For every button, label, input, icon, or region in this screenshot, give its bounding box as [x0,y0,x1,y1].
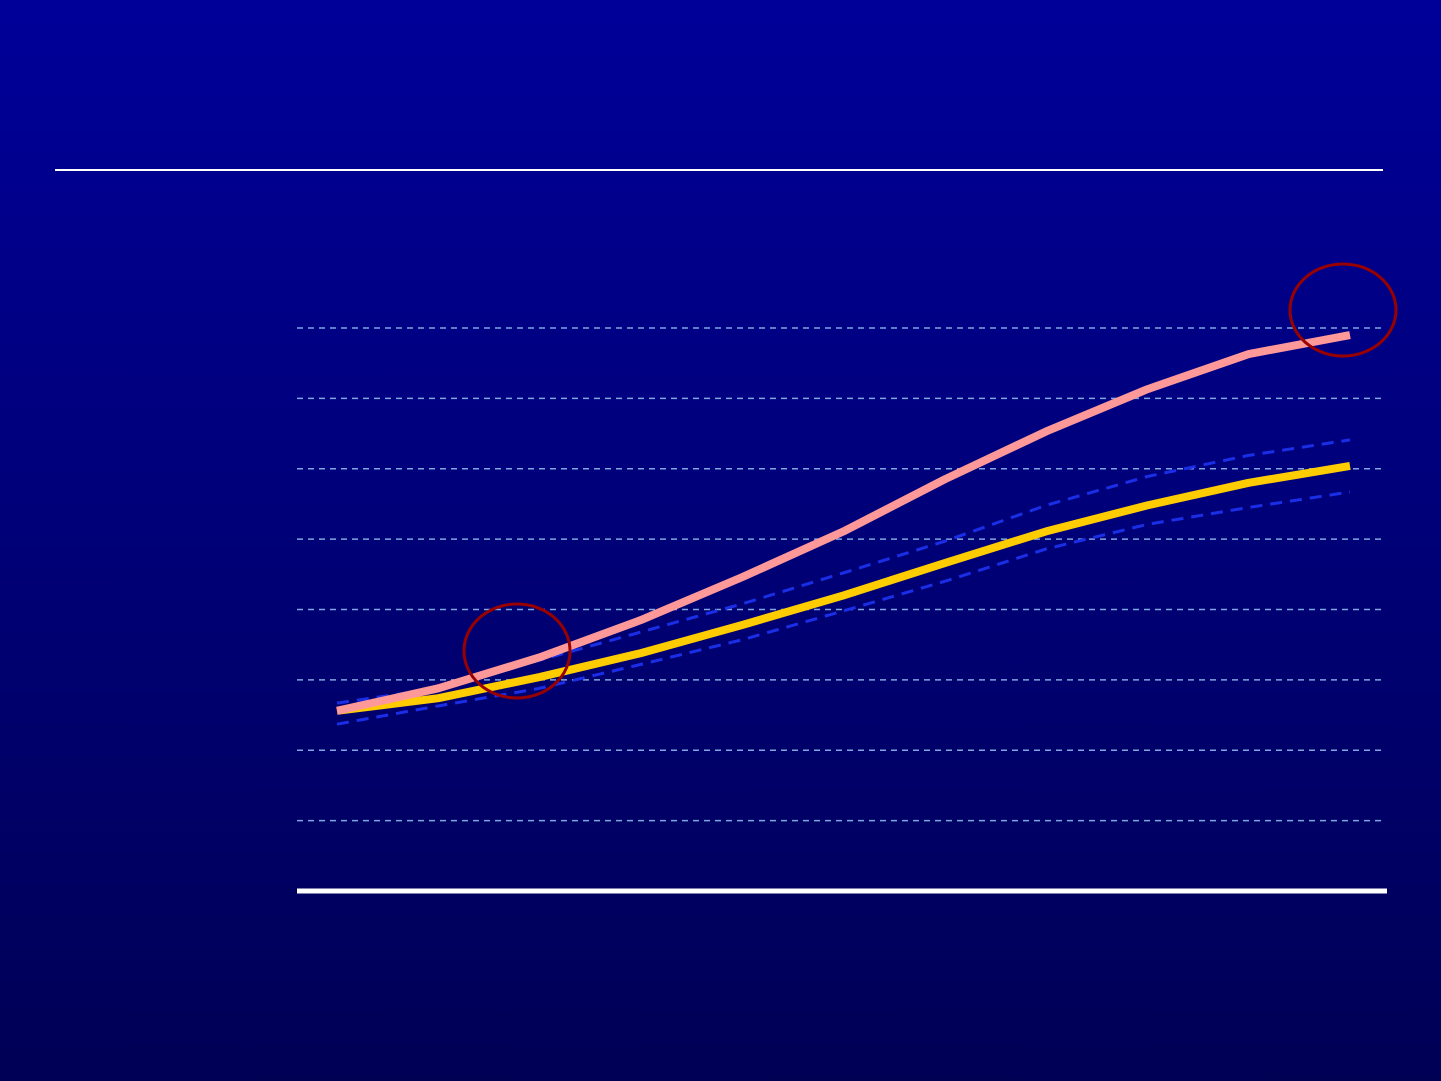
highlight-circle [462,602,572,700]
series-line [336,331,1351,715]
series-line [336,490,1351,726]
highlight-circle [1288,262,1398,358]
plot-area [297,327,1387,894]
series-line [336,438,1351,705]
series-line [336,461,1351,715]
